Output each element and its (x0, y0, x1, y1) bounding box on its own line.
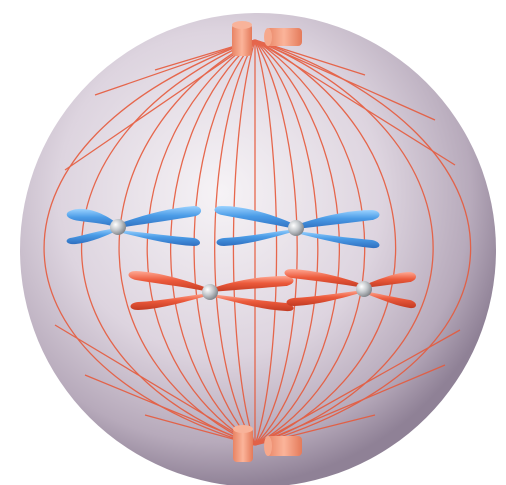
spindle-fiber (232, 39, 256, 446)
spindle-fiber (193, 39, 256, 446)
spindle-fiber (254, 39, 397, 446)
chromatid-arm (118, 206, 202, 228)
chromatid-arm (66, 228, 118, 245)
centriole-pair-bottom (233, 425, 302, 462)
spindle-fiber (81, 39, 256, 446)
spindle-fiber (254, 39, 278, 446)
centromere (288, 220, 304, 236)
astral-ray (84, 374, 256, 446)
chromatid-arm (284, 269, 364, 288)
cell-membrane (20, 13, 496, 485)
astral-ray (254, 329, 461, 446)
red-chromosome-right (284, 269, 416, 309)
chromatid-arm (210, 276, 294, 292)
spindle-fiber (254, 39, 434, 446)
centromere (110, 219, 126, 235)
centriole-top-horizontal (266, 28, 302, 46)
astral-ray (54, 324, 256, 446)
chromatid-arm (130, 293, 210, 310)
spindle-fiber (43, 39, 256, 446)
centriole-bottom-horizontal (266, 436, 302, 456)
chromatid-arm (364, 272, 416, 288)
astral-ray (94, 39, 256, 96)
spindle-fibers (43, 39, 472, 446)
red-chromosome-left (128, 271, 294, 312)
blue-chromosome-right (214, 206, 380, 249)
spindle-fiber (254, 39, 366, 446)
centriole-pair-top (232, 21, 302, 56)
chromatid-arm (118, 230, 200, 246)
spindle-fiber (170, 39, 256, 446)
chromatid-arm (286, 290, 364, 306)
spindle-fiber (146, 39, 256, 446)
centriole-bottom-vertical (233, 428, 253, 462)
astral-ray (64, 39, 256, 171)
centriole-bottom-horizontal-cap (264, 436, 272, 456)
centromere (356, 281, 372, 297)
spindle-fiber (214, 39, 256, 446)
chromatid-arm (128, 271, 210, 292)
chromatid-arm (364, 291, 416, 309)
chromatid-arm (214, 206, 296, 229)
blue-chromosome-left (66, 206, 202, 246)
chromatid-arm (296, 210, 380, 229)
chromatid-arm (296, 231, 380, 249)
astral-ray (254, 39, 456, 166)
spindle-fiber (254, 39, 298, 446)
centromere (202, 284, 218, 300)
astral-ray (254, 364, 446, 446)
centriole-top-horizontal-cap (264, 28, 272, 46)
spindle-fiber (254, 39, 340, 446)
spindle-fiber (118, 39, 256, 446)
centriole-bottom-vertical-cap (233, 425, 253, 433)
centriole-top-vertical (232, 24, 252, 56)
spindle-fiber (254, 39, 319, 446)
chromatid-arm (210, 294, 294, 312)
astral-ray (254, 39, 436, 121)
chromatid-arm (66, 208, 118, 228)
chromatid-arm (216, 229, 296, 246)
centriole-top-vertical-cap (232, 21, 252, 29)
